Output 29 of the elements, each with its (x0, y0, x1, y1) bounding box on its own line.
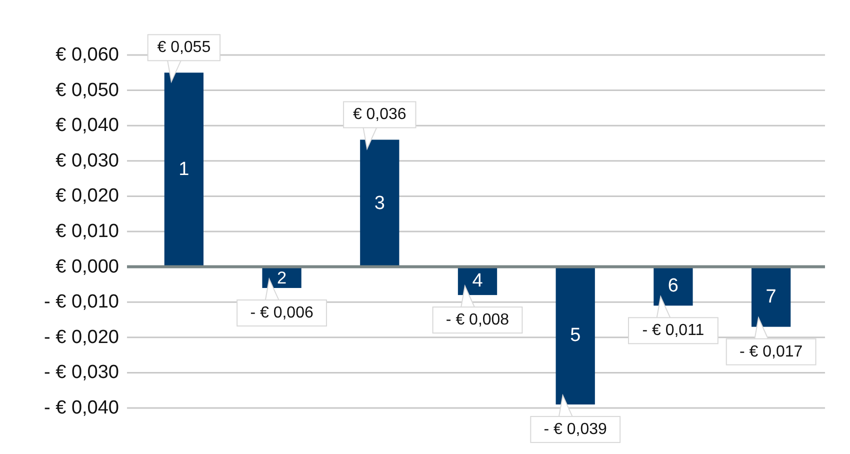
x-tick-label: 1 (178, 159, 190, 180)
bar (360, 140, 400, 267)
y-tick-label: € 0,020 (56, 186, 119, 207)
x-tick-label: 4 (472, 270, 484, 292)
y-tick-label: € 0,060 (56, 44, 119, 66)
data-label: - € 0,017 (739, 343, 803, 360)
x-tick-label: 3 (374, 192, 385, 214)
data-label: € 0,055 (157, 39, 211, 56)
y-tick-label: € 0,040 (56, 115, 119, 136)
data-label: € 0,036 (352, 106, 406, 124)
bar (164, 72, 204, 267)
y-tick-label: - € 0,040 (44, 398, 119, 418)
y-tick-label: - € 0,010 (44, 292, 119, 313)
x-tick-label: 2 (277, 267, 287, 288)
data-label: - € 0,006 (250, 304, 314, 322)
y-tick-label: € 0,000 (56, 256, 119, 278)
data-label: - € 0,011 (642, 322, 704, 340)
data-label: - € 0,039 (544, 420, 608, 438)
x-tick-label: 5 (570, 325, 581, 346)
x-tick-label: 6 (668, 276, 679, 297)
y-tick-label: - € 0,030 (44, 362, 119, 384)
bar (752, 266, 791, 327)
y-tick-label: € 0,050 (56, 80, 119, 101)
data-label: - € 0,008 (446, 312, 510, 329)
bar (556, 266, 595, 404)
y-tick-label: - € 0,020 (44, 326, 119, 348)
x-tick-label: 7 (766, 286, 776, 308)
y-tick-label: € 0,030 (56, 150, 119, 172)
y-tick-label: € 0,010 (56, 221, 119, 242)
